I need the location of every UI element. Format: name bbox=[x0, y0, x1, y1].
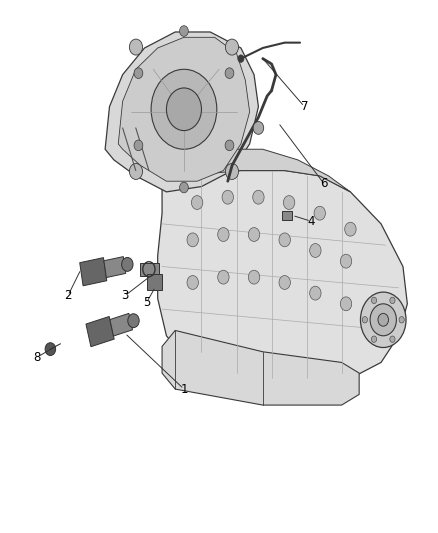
Circle shape bbox=[191, 196, 203, 209]
Circle shape bbox=[128, 314, 139, 328]
Text: 8: 8 bbox=[34, 351, 41, 364]
Text: 4: 4 bbox=[307, 215, 315, 228]
Circle shape bbox=[310, 286, 321, 300]
Polygon shape bbox=[158, 171, 407, 389]
Text: 1: 1 bbox=[180, 383, 188, 395]
Circle shape bbox=[187, 233, 198, 247]
Circle shape bbox=[226, 164, 239, 180]
Circle shape bbox=[151, 69, 217, 149]
Circle shape bbox=[248, 228, 260, 241]
Polygon shape bbox=[140, 263, 159, 276]
Circle shape bbox=[218, 228, 229, 241]
Circle shape bbox=[378, 313, 389, 326]
Circle shape bbox=[45, 343, 56, 356]
Circle shape bbox=[134, 68, 143, 78]
Circle shape bbox=[253, 122, 264, 134]
Polygon shape bbox=[86, 317, 114, 346]
Circle shape bbox=[310, 244, 321, 257]
Circle shape bbox=[134, 140, 143, 151]
Circle shape bbox=[248, 270, 260, 284]
Polygon shape bbox=[147, 274, 162, 290]
Circle shape bbox=[340, 254, 352, 268]
Circle shape bbox=[399, 317, 404, 323]
Circle shape bbox=[360, 292, 406, 348]
Text: 3: 3 bbox=[121, 289, 128, 302]
Polygon shape bbox=[80, 257, 107, 286]
Circle shape bbox=[187, 276, 198, 289]
Circle shape bbox=[314, 206, 325, 220]
Circle shape bbox=[371, 297, 377, 304]
Circle shape bbox=[370, 304, 396, 336]
Circle shape bbox=[129, 164, 142, 180]
Circle shape bbox=[390, 297, 395, 304]
Text: 5: 5 bbox=[143, 296, 150, 309]
Text: 6: 6 bbox=[320, 177, 328, 190]
Circle shape bbox=[225, 140, 234, 151]
Circle shape bbox=[340, 297, 352, 311]
Circle shape bbox=[279, 233, 290, 247]
Circle shape bbox=[362, 317, 367, 323]
Circle shape bbox=[222, 190, 233, 204]
Polygon shape bbox=[162, 330, 359, 405]
Circle shape bbox=[390, 336, 395, 342]
Text: 2: 2 bbox=[64, 289, 72, 302]
Polygon shape bbox=[110, 313, 133, 336]
Circle shape bbox=[218, 270, 229, 284]
Polygon shape bbox=[104, 256, 126, 278]
Circle shape bbox=[345, 222, 356, 236]
Circle shape bbox=[253, 190, 264, 204]
Text: 7: 7 bbox=[300, 100, 308, 113]
Polygon shape bbox=[282, 211, 292, 220]
Circle shape bbox=[371, 336, 377, 342]
Polygon shape bbox=[105, 32, 258, 192]
Polygon shape bbox=[118, 37, 250, 181]
Circle shape bbox=[279, 276, 290, 289]
Circle shape bbox=[238, 55, 244, 62]
Circle shape bbox=[225, 68, 234, 78]
Circle shape bbox=[226, 39, 239, 55]
Circle shape bbox=[166, 88, 201, 131]
Circle shape bbox=[129, 39, 142, 55]
Circle shape bbox=[180, 182, 188, 193]
Polygon shape bbox=[162, 149, 350, 192]
Circle shape bbox=[283, 196, 295, 209]
Circle shape bbox=[180, 26, 188, 36]
Circle shape bbox=[122, 257, 133, 271]
